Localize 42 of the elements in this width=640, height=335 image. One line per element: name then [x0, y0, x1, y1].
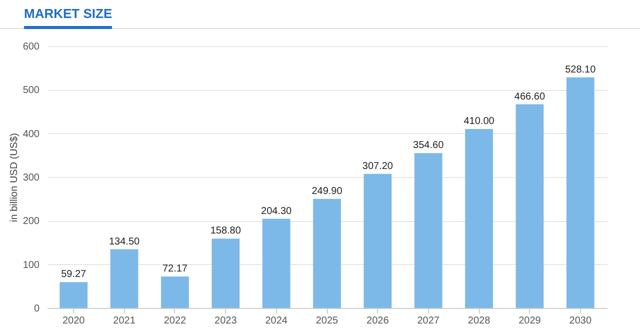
y-tick-label: 200 [22, 216, 40, 228]
bar [60, 282, 88, 308]
data-label: 354.60 [413, 140, 444, 152]
x-tick-label: 2022 [164, 316, 187, 326]
y-tick-label: 0 [34, 304, 40, 314]
bar [110, 249, 138, 308]
data-label: 307.20 [362, 160, 394, 172]
x-tick-label: 2029 [518, 316, 542, 326]
x-tick-label: 2026 [366, 316, 390, 326]
x-tick-label: 2024 [265, 316, 288, 326]
data-label: 466.60 [514, 91, 546, 102]
chart-title: MARKET SIZE [24, 6, 112, 29]
data-label: 134.50 [108, 236, 140, 248]
data-label: 204.30 [261, 206, 292, 217]
bar [516, 104, 544, 308]
x-tick-label: 2020 [62, 316, 86, 326]
bar [566, 77, 594, 308]
y-tick-label: 600 [22, 42, 40, 52]
bar [465, 128, 493, 308]
data-label: 410.00 [464, 116, 495, 127]
data-label: 158.80 [210, 226, 242, 237]
y-tick-label: 300 [22, 172, 40, 184]
x-tick-label: 2021 [113, 316, 136, 326]
data-label: 72.17 [162, 263, 188, 274]
bar [313, 198, 341, 308]
bar [161, 276, 189, 308]
y-tick-label: 400 [22, 128, 40, 140]
bar [262, 218, 290, 308]
y-tick-label: 100 [22, 260, 40, 271]
bar [414, 153, 442, 308]
y-axis-title: in billion USD (US$) [8, 133, 20, 222]
data-label: 59.27 [61, 269, 87, 280]
data-label: 528.10 [565, 64, 596, 76]
bar [212, 238, 240, 308]
x-tick-label: 2025 [316, 316, 339, 326]
data-label: 249.90 [312, 186, 343, 197]
bar [364, 174, 392, 308]
x-tick-label: 2028 [468, 316, 491, 326]
x-tick-label: 2027 [417, 316, 440, 326]
y-tick-label: 500 [22, 85, 40, 96]
x-tick-label: 2030 [569, 316, 592, 326]
x-tick-label: 2023 [214, 316, 238, 326]
